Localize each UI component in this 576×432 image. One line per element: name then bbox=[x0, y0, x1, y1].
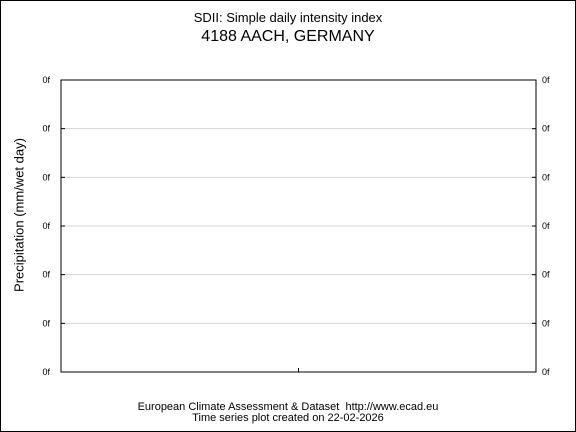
chart-subtitle: 4188 AACH, GERMANY bbox=[201, 28, 375, 45]
chart-title: SDII: Simple daily intensity index bbox=[193, 10, 383, 25]
plot-frame bbox=[60, 79, 537, 373]
y-tick-label-left: 0f bbox=[42, 172, 50, 182]
y-tick-label-right: 0f bbox=[542, 270, 550, 280]
y-tick-label-right: 0f bbox=[542, 221, 550, 231]
y-tick-label-left: 0f bbox=[42, 75, 50, 85]
footer-source: European Climate Assessment & Dataset ht… bbox=[137, 401, 439, 413]
y-tick-label-left: 0f bbox=[42, 221, 50, 231]
y-tick-label-right: 0f bbox=[542, 367, 550, 377]
y-tick-label-right: 0f bbox=[542, 124, 550, 134]
y-tick-label-left: 0f bbox=[42, 367, 50, 377]
y-tick-label-left: 0f bbox=[42, 270, 50, 280]
y-tick-label-right: 0f bbox=[542, 318, 550, 328]
y-tick-label-right: 0f bbox=[542, 172, 550, 182]
footer-created: Time series plot created on 22-02-2026 bbox=[192, 412, 384, 424]
y-tick-label-left: 0f bbox=[42, 318, 50, 328]
y-tick-label-left: 0f bbox=[42, 124, 50, 134]
y-tick-label-right: 0f bbox=[542, 75, 550, 85]
